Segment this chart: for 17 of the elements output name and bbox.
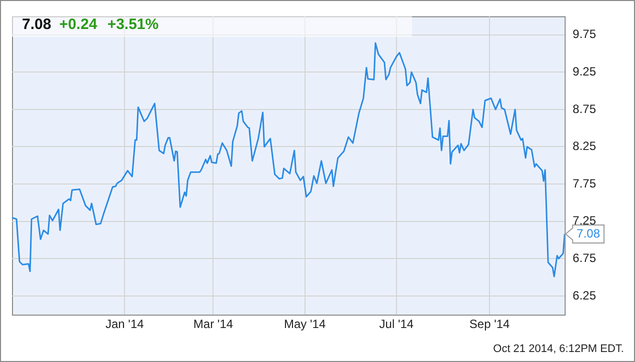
annotation: 7.08 — [576, 226, 600, 240]
y-tick-label: 8.75 — [572, 102, 596, 116]
y-tick-label: 6.75 — [572, 250, 596, 265]
x-tick-label: Sep '14 — [469, 317, 510, 332]
x-tick-label: May '14 — [284, 317, 326, 332]
x-tick-label: Jan '14 — [105, 317, 144, 332]
y-tick-label: 6.25 — [572, 288, 596, 302]
y-tick-label: 8.25 — [572, 139, 596, 154]
y-tick-label: 7.75 — [572, 176, 596, 190]
text: Oct 21 2014, 6:12PM EDT. — [493, 343, 624, 355]
y-tick-label: 9.75 — [572, 27, 596, 42]
y-tick-label: 9.25 — [572, 64, 596, 78]
x-tick-label: Jul '14 — [379, 317, 414, 332]
y-tick-label: 7.25 — [572, 214, 596, 228]
x-tick-label: Mar '14 — [193, 317, 234, 332]
chart-title: 7.08 — [22, 16, 52, 33]
chart-subtitle: +0.24 +3.51% — [59, 16, 159, 33]
